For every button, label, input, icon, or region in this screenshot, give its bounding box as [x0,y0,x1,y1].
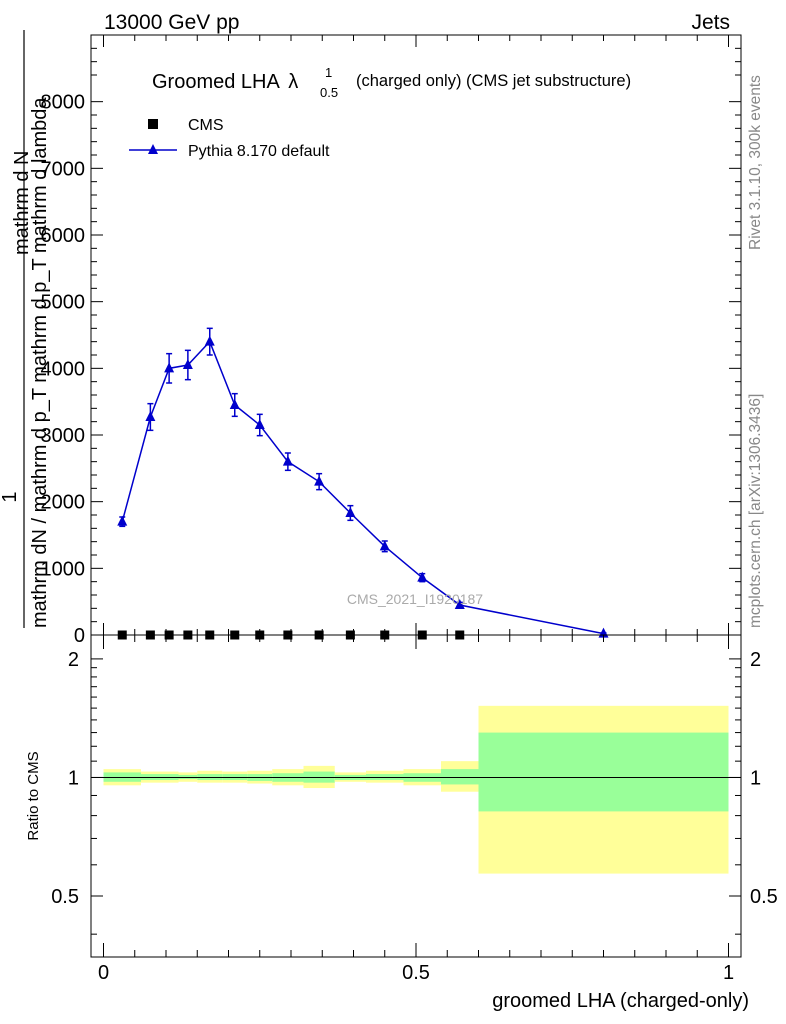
main-panel: 0 1000 2000 3000 4000 5000 6000 7000 8000 CMS_20… [0,30,742,647]
data-point-pythia [117,515,128,526]
side-label-mcplots: mcplots.cern.ch [arXiv:1306.3436] [747,394,764,628]
ratio-xtick-label: 0.5 [402,962,430,984]
data-point-pythia [417,571,428,582]
main-ytick-label: 8000 [41,92,86,114]
title-main: Groomed LHA [152,71,280,93]
plot-title: Groomed LHA λ [152,71,298,93]
data-point-pythia [145,411,156,421]
title-symbol: λ [288,71,298,93]
title-suffix: (charged only) (CMS jet substructure) [356,72,631,90]
header-jets: Jets [691,11,730,34]
ratio-panel: 0.5 0.5 1 1 2 2 0 0.5 1 Ratio to CMS groomed LHA… [25,634,778,1012]
legend-marker-pythia [148,144,158,154]
data-point-pythia [254,419,265,429]
data-point-pythia [314,475,325,486]
ratio-ytick-label: 0.5 [51,886,79,908]
main-ytick-label: 7000 [41,158,86,180]
main-ytick-label: 4000 [41,358,86,380]
data-point-pythia [229,399,240,409]
main-ytick-label: 0 [74,625,85,647]
legend-label-pythia: Pythia 8.170 default [188,143,330,160]
ratio-ytick-label: 1 [68,767,79,789]
data-point-pythia [345,507,356,517]
ylabel-ratio: Ratio to CMS [25,751,42,840]
data-point-pythia [282,455,293,466]
data-point-pythia [454,599,465,609]
main-ytick-label: 2000 [41,492,86,514]
xlabel: groomed LHA (charged-only) [492,990,749,1012]
watermark: CMS_2021_I1920187 [347,591,483,607]
ratio-ytick-label-right: 1 [750,767,761,789]
main-ytick-label: 3000 [41,425,86,447]
ratio-ytick-label-right: 2 [750,649,761,671]
ylabel-main: mathrm d N 1 mathrm dN / mathrm d p_T ma… [0,30,51,628]
ratio-xtick-label: 1 [723,962,734,984]
main-ytick-label: 1000 [41,558,86,580]
data-point-pythia [182,359,193,369]
series-line-pythia [121,340,604,635]
ratio-axis-ticks: 0.5 0.5 1 1 2 2 0 0.5 1 [51,635,778,984]
ratio-ytick-label-right: 0.5 [750,886,778,908]
data-point-pythia [204,335,215,346]
ratio-ytick-label: 2 [68,649,79,671]
legend: CMS Pythia 8.170 default [129,117,330,160]
main-axis-ticks: 0 1000 2000 3000 4000 5000 6000 7000 8000 [41,35,741,647]
ratio-bands [103,705,729,874]
main-ytick-label: 6000 [41,225,86,247]
legend-marker-cms [148,119,158,129]
legend-label-cms: CMS [188,117,224,134]
side-label-rivet: Rivet 3.1.10, 300k events [747,75,764,250]
data-point-pythia [164,362,175,373]
ratio-band-inner [478,732,729,812]
ylabel-prefix: mathrm d N [11,151,33,255]
ylabel-numerator: 1 [0,491,21,502]
title-sup: 1 [325,65,332,80]
header-energy: 13000 GeV pp [104,11,239,34]
ratio-xtick-label: 0 [98,962,109,984]
main-ytick-label: 5000 [41,292,86,314]
ylabel-denominator: mathrm dN / mathrm d p_T mathrm d p_T ma… [29,97,51,628]
data-point-pythia [379,540,390,551]
title-sub: 0.5 [320,85,338,100]
ratio-band-inner [441,769,479,785]
